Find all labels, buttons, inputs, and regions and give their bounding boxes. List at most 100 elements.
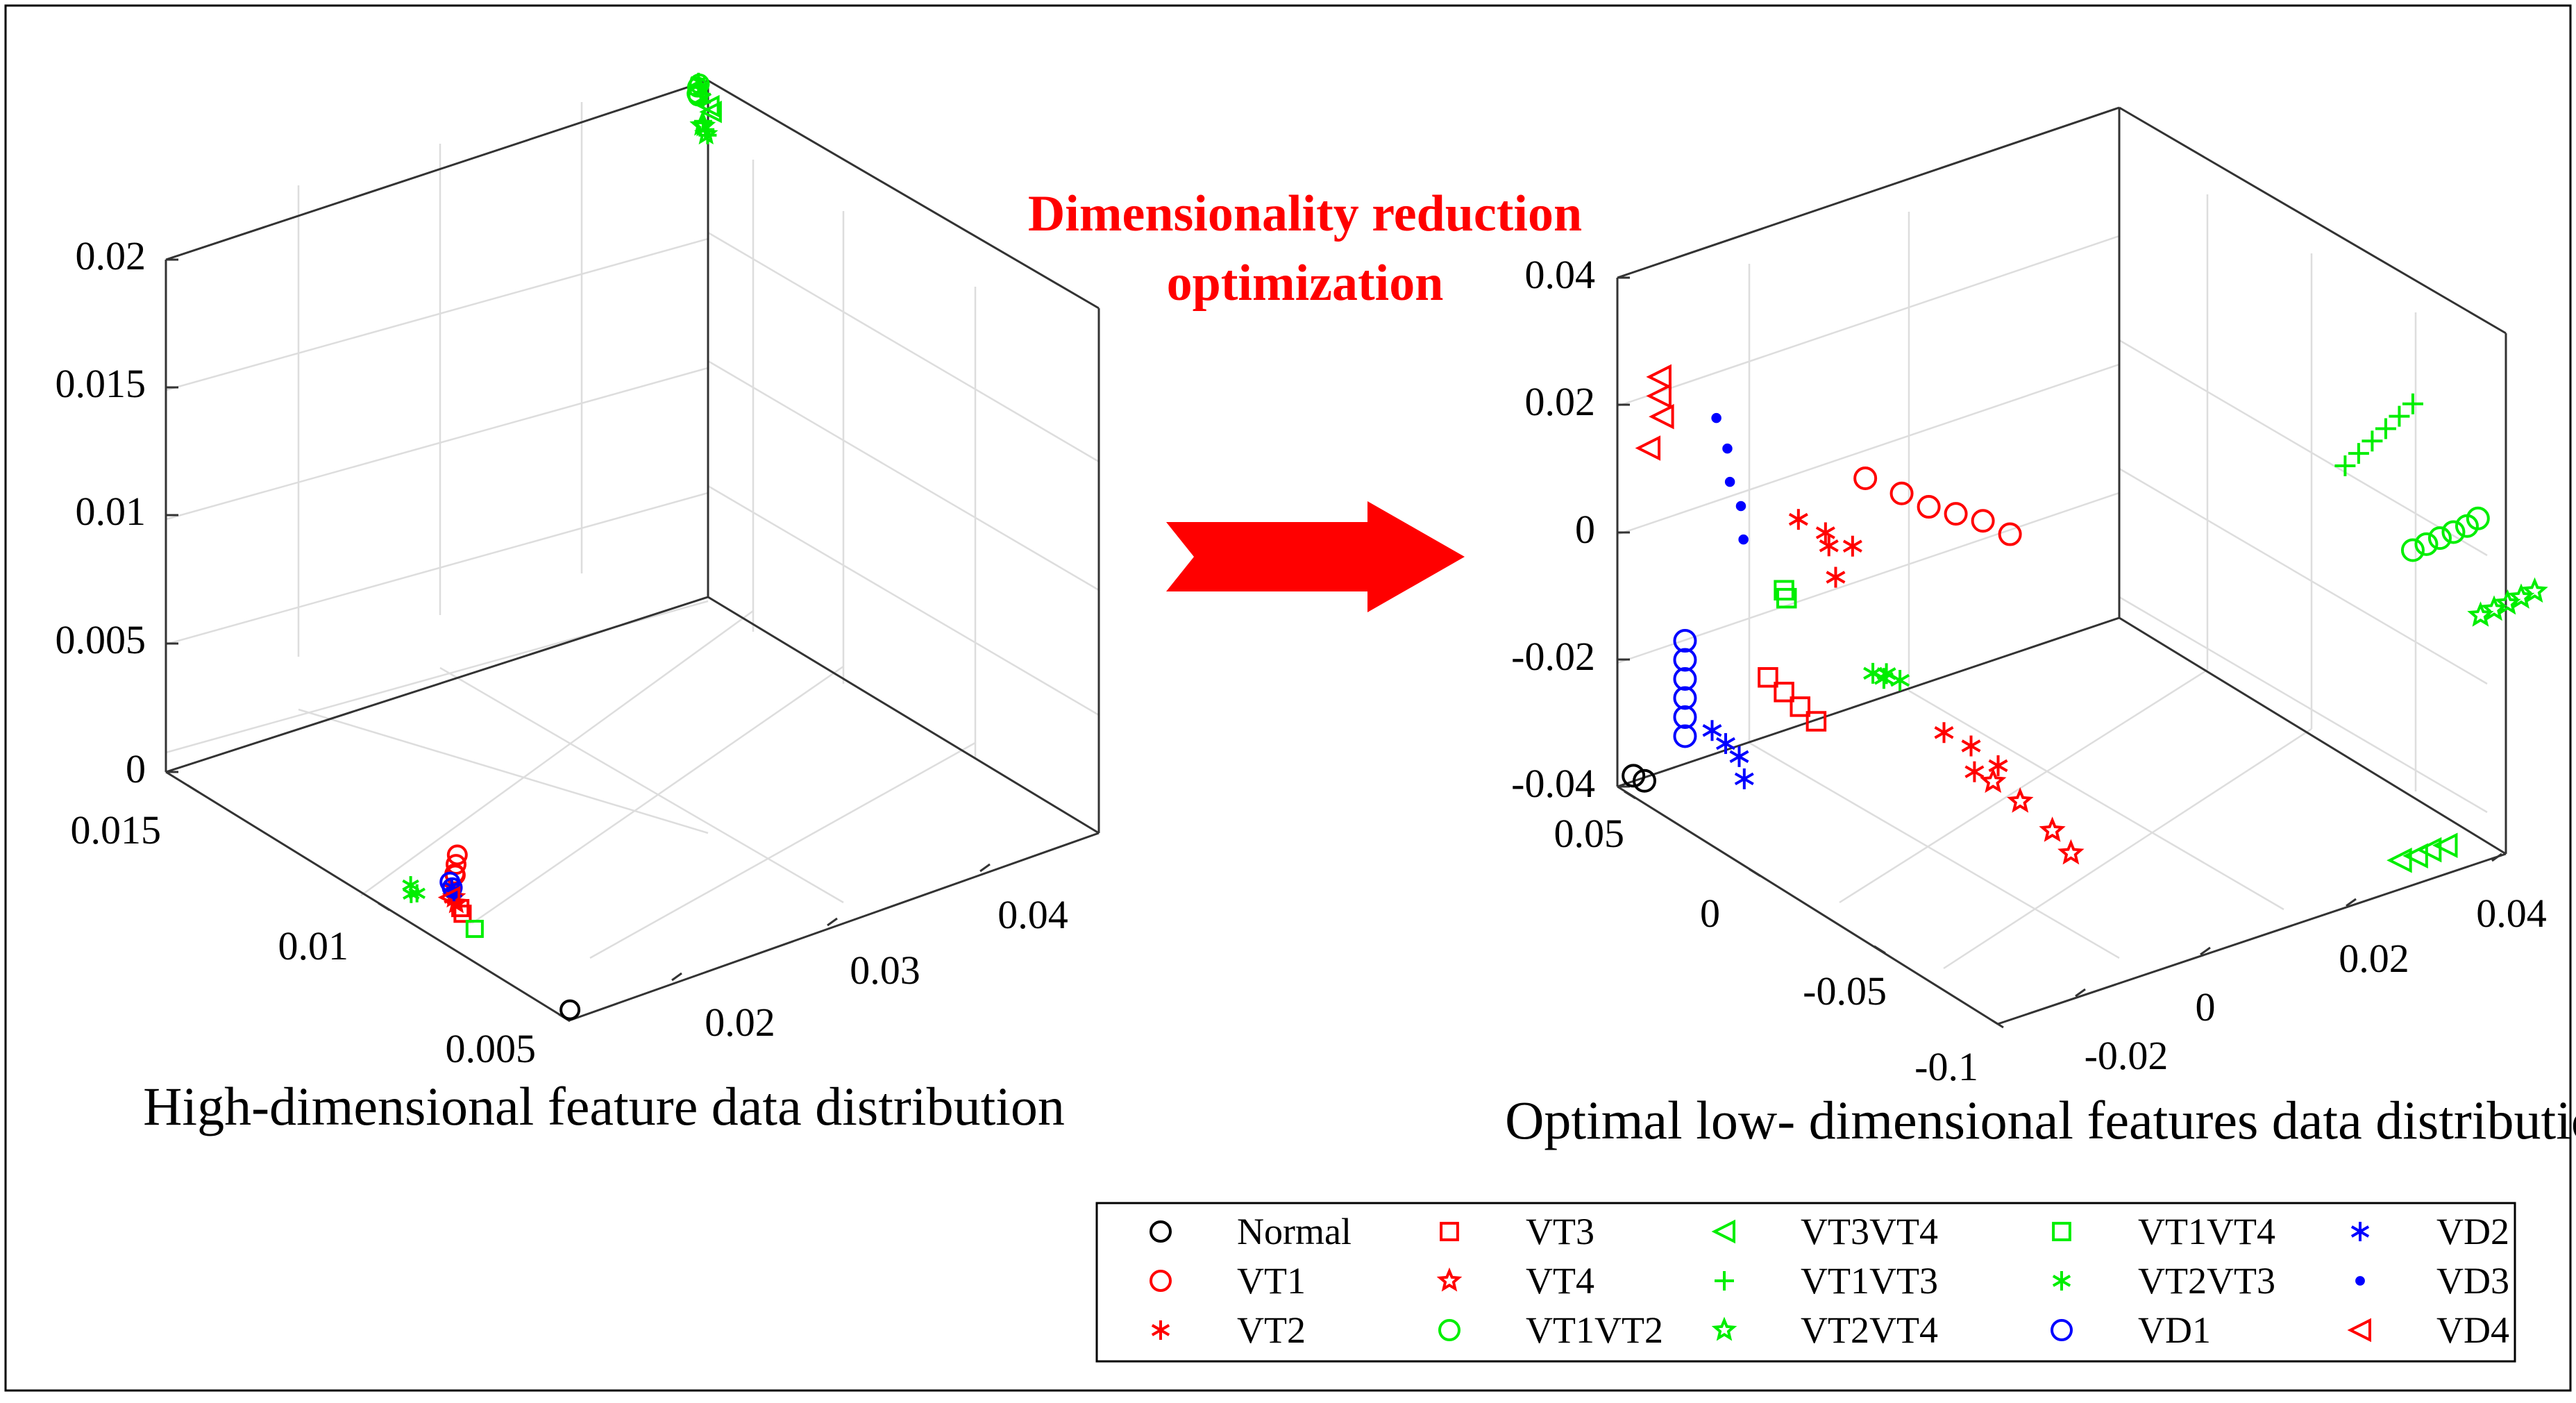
data-point-vd3 <box>1724 476 1735 487</box>
legend-label: VT1 <box>1237 1260 1306 1302</box>
data-point-vt1 <box>1971 509 1995 533</box>
legend-label: VT2VT3 <box>2138 1260 2275 1302</box>
data-point-vt1vt4 <box>1774 580 1794 600</box>
star-marker-icon <box>1436 1267 1463 1292</box>
data-point-vt2vt3 <box>1890 670 1910 691</box>
data-point-vt2vt4 <box>689 112 714 136</box>
data-point-vt2 <box>1842 535 1862 557</box>
legend-label: VT2VT4 <box>1801 1309 1938 1351</box>
legend-label: VT1VT4 <box>2138 1211 2275 1252</box>
data-point-vd2 <box>1702 720 1722 741</box>
left-grid <box>165 102 1100 959</box>
data-point-vt1vt3 <box>2348 443 2369 464</box>
data-point-vd4 <box>1646 364 1672 390</box>
annotation-line-2: optimization <box>1167 255 1444 312</box>
data-point-vt1vt2 <box>2441 520 2466 544</box>
data-point-vt3 <box>1758 667 1778 688</box>
data-point-vt3 <box>1774 682 1794 703</box>
data-point-vd3 <box>1711 412 1721 423</box>
data-point-vd2 <box>1729 746 1749 767</box>
data-point-vt3vt4 <box>2416 837 2442 863</box>
data-point-vt4 <box>2007 787 2034 813</box>
legend-label: VD1 <box>2138 1309 2211 1351</box>
triangle-left-marker-icon <box>1711 1219 1735 1244</box>
data-point-vt3vt4 <box>2432 832 2458 858</box>
data-point-vt2vt3 <box>403 884 420 903</box>
circle-marker-icon <box>2051 1319 2073 1341</box>
legend-label: VT1VT3 <box>1801 1260 1938 1302</box>
data-point-vt2 <box>1826 566 1846 588</box>
right-y-tick-labels: -0.02 0 0.02 0.04 <box>2085 891 2547 1078</box>
data-point-vt1vt4 <box>465 919 484 939</box>
asterisk-marker-icon <box>2350 1222 2370 1241</box>
square-marker-icon <box>1440 1222 1459 1241</box>
x-tick-label: 0.05 <box>1554 811 1625 856</box>
legend: NormalVT1VT2VT3VT4VT1VT2VT3VT4VT1VT3VT2V… <box>1095 1202 2516 1363</box>
x-tick-label: -0.1 <box>1914 1044 1978 1089</box>
z-tick-label: 0 <box>1575 507 1595 552</box>
legend-label: VD2 <box>2436 1211 2509 1252</box>
data-point-vt2 <box>1788 509 1808 530</box>
data-point-vt3vt4 <box>2402 843 2428 869</box>
circle-marker-icon <box>1150 1220 1172 1243</box>
left-plot-title: High-dimensional feature data distributi… <box>143 1076 1065 1136</box>
data-point-vd3 <box>1738 534 1749 545</box>
left-y-tick-labels: 0.02 0.03 0.04 <box>705 892 1068 1045</box>
data-point-vt1 <box>446 844 468 866</box>
data-point-vd1 <box>1673 705 1697 729</box>
dot-marker-icon <box>2355 1276 2365 1286</box>
data-point-vd1 <box>1673 667 1697 691</box>
data-point-vt2vt4 <box>2521 577 2548 603</box>
data-point-normal <box>1622 764 1646 788</box>
triangle-left-marker-icon <box>2347 1318 2371 1343</box>
legend-box <box>1095 1202 2516 1363</box>
circle-marker-icon <box>1438 1319 1460 1341</box>
x-tick-label: 0 <box>1700 891 1720 936</box>
right-z-tick-labels: -0.04 -0.02 0 0.02 0.04 <box>1511 252 1595 806</box>
y-tick-label: 0 <box>2196 984 2216 1030</box>
data-point-vt2 <box>1934 722 1954 743</box>
data-point-vt1vt3 <box>2389 405 2410 427</box>
data-point-vt1 <box>1853 466 1878 490</box>
data-point-vt3 <box>453 905 472 923</box>
data-point-vt2vt3 <box>1874 668 1894 689</box>
data-point-vt3 <box>1790 696 1810 717</box>
legend-label: VT3VT4 <box>1801 1211 1938 1252</box>
right-tick-marks <box>1617 276 2502 1029</box>
star-marker-icon <box>1711 1316 1737 1341</box>
high-dim-plot: 0 0.005 0.01 0.015 0.02 0.015 0.01 0.005… <box>56 72 1100 1136</box>
data-point-vd4 <box>1635 435 1661 461</box>
data-point-normal <box>559 999 581 1020</box>
data-point-vt1 <box>1917 495 1941 519</box>
data-point-vt1vt3 <box>2375 418 2396 439</box>
data-point-vt4 <box>1980 767 2007 793</box>
right-plot-title: Optimal low- dimensional features data d… <box>1505 1090 2576 1150</box>
legend-label: VT4 <box>1526 1260 1594 1302</box>
legend-label: VD4 <box>2436 1309 2509 1351</box>
square-marker-icon <box>2052 1222 2071 1241</box>
asterisk-marker-icon <box>2052 1271 2071 1291</box>
data-point-vd1 <box>1673 648 1697 672</box>
data-point-vt4 <box>2057 839 2085 865</box>
data-point-vt2vt3 <box>690 72 707 91</box>
left-x-tick-labels: 0.015 0.01 0.005 <box>71 807 537 1071</box>
z-tick-label: 0.005 <box>56 617 146 662</box>
data-point-vd4 <box>437 886 461 909</box>
z-tick-label: 0.04 <box>1525 252 1596 297</box>
data-point-vd3 <box>1735 501 1746 512</box>
z-tick-label: -0.04 <box>1511 761 1595 806</box>
data-point-vt1 <box>1998 522 2022 546</box>
y-tick-label: 0.04 <box>2476 891 2547 936</box>
legend-label: VT2 <box>1237 1309 1306 1351</box>
data-point-vt1vt3 <box>2402 393 2423 414</box>
data-point-vd4 <box>1646 383 1672 409</box>
right-arrow-icon <box>1166 501 1465 612</box>
low-dim-plot: -0.04 -0.02 0 0.02 0.04 0.05 0 -0.05 -0.… <box>1505 106 2576 1150</box>
data-point-vt1vt3 <box>2362 430 2383 452</box>
data-point-vt4 <box>2039 816 2066 842</box>
data-point-vt1vt3 <box>2334 455 2356 477</box>
z-tick-label: 0.02 <box>76 233 146 278</box>
transformation-annotation: Dimensionality reduction optimization <box>1028 185 1582 612</box>
right-x-tick-labels: 0.05 0 -0.05 -0.1 <box>1554 811 1979 1089</box>
